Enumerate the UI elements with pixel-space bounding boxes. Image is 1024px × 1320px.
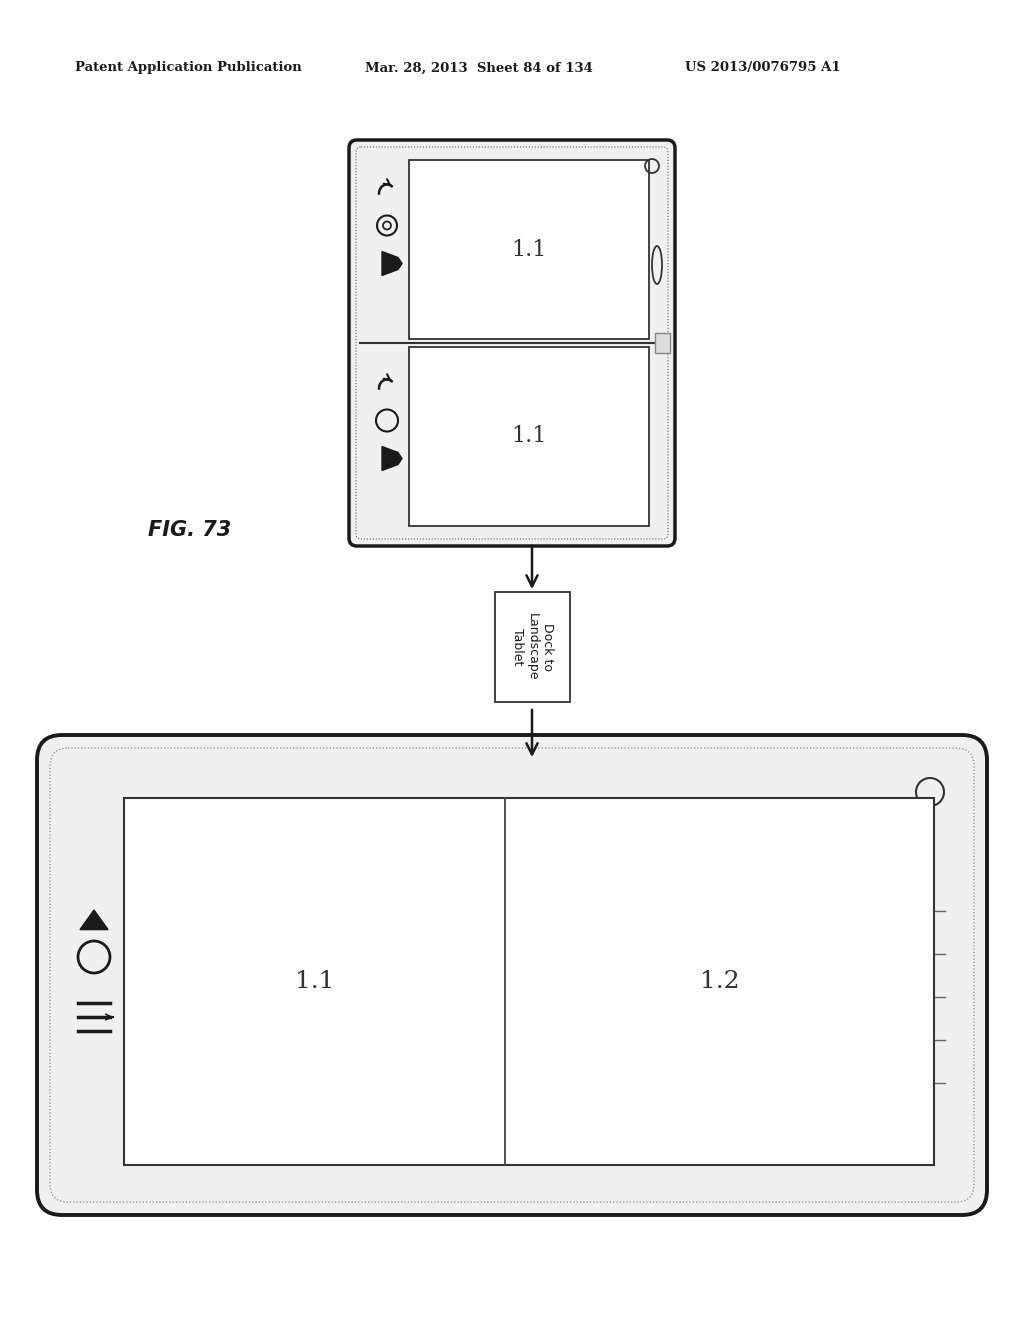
FancyBboxPatch shape [37,735,987,1214]
Bar [655,333,670,352]
Text: Dock to
Landscape
Tablet: Dock to Landscape Tablet [511,614,554,681]
Text: FIG. 73: FIG. 73 [148,520,231,540]
Bar [495,591,569,702]
Polygon shape [382,446,402,470]
Text: 1.1: 1.1 [511,239,547,260]
Polygon shape [382,252,402,276]
FancyBboxPatch shape [349,140,675,546]
Text: Mar. 28, 2013  Sheet 84 of 134: Mar. 28, 2013 Sheet 84 of 134 [365,62,593,74]
Text: 1.1: 1.1 [511,425,547,447]
Bar [124,799,934,1166]
Text: 1.2: 1.2 [699,970,739,993]
Text: Patent Application Publication: Patent Application Publication [75,62,302,74]
Bar [409,347,649,525]
Text: 1.1: 1.1 [295,970,334,993]
Polygon shape [80,909,108,929]
Text: US 2013/0076795 A1: US 2013/0076795 A1 [685,62,841,74]
Bar [409,160,649,339]
